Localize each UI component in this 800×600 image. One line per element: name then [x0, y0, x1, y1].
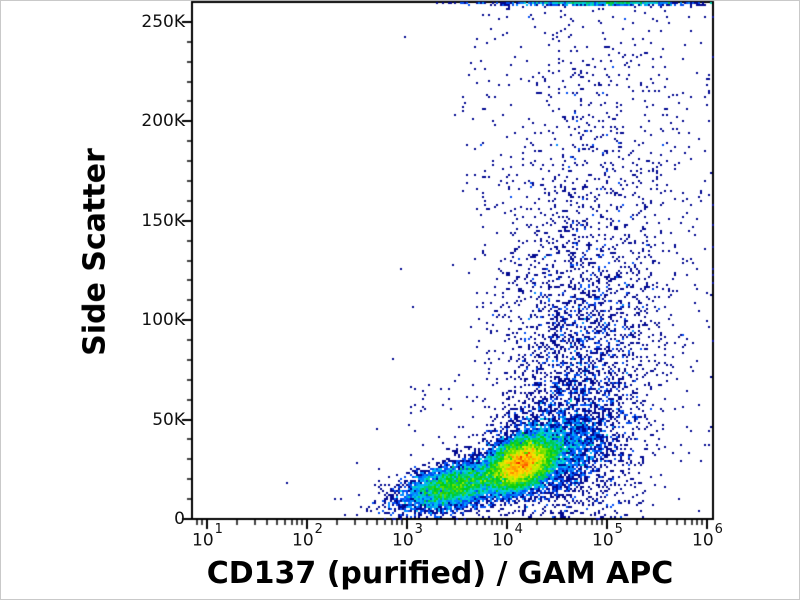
x-tick-label: 102 — [292, 522, 323, 551]
y-tick-label: 150K — [141, 210, 185, 231]
y-tick-label: 0 — [174, 509, 185, 529]
x-tick-label: 101 — [192, 522, 223, 551]
y-tick-label: 250K — [141, 11, 185, 32]
y-tick-label: 50K — [152, 409, 185, 430]
x-tick-label: 103 — [392, 522, 423, 551]
y-tick-label: 100K — [141, 310, 185, 331]
x-tick-label: 106 — [692, 522, 723, 551]
x-tick-label: 104 — [492, 522, 523, 551]
x-tick-label: 105 — [592, 522, 623, 551]
x-axis-title: CD137 (purified) / GAM APC — [206, 556, 674, 591]
y-tick-label: 200K — [141, 111, 185, 132]
